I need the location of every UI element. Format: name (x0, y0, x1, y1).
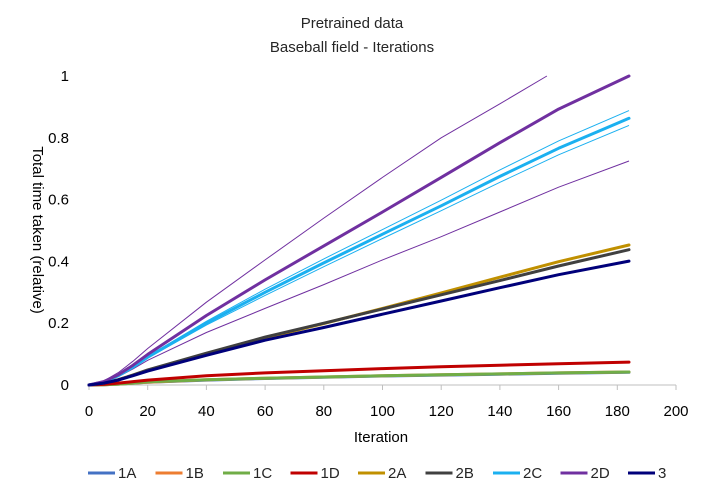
x-tick-label: 80 (315, 403, 332, 420)
legend-label: 2A (388, 465, 406, 482)
x-tick-label: 140 (487, 403, 512, 420)
legend-item-2c: 2C (493, 465, 542, 482)
series-line-1d (87, 360, 631, 387)
legend-item-2b: 2B (425, 465, 474, 482)
legend-item-1b: 1B (155, 465, 204, 482)
legend-label: 1A (118, 465, 136, 482)
y-tick-label: 0.8 (48, 130, 69, 147)
legend-label: 1C (253, 465, 272, 482)
legend-label: 2D (591, 465, 610, 482)
y-tick-label: 0 (61, 377, 69, 394)
legend-label: 2C (523, 465, 542, 482)
x-axis-tick-marks (88, 385, 677, 390)
legend-item-2d: 2D (560, 465, 610, 482)
x-tick-label: 120 (429, 403, 454, 420)
legend-item-3: 3 (628, 465, 666, 482)
y-axis-title: Total time taken (relative) (29, 146, 46, 314)
legend-label: 2B (456, 465, 474, 482)
envelope-line (88, 75, 548, 386)
y-tick-label: 0.6 (48, 192, 69, 209)
chart-title: Pretrained data (301, 15, 404, 32)
legend-item-1c: 1C (223, 465, 272, 482)
x-axis-ticks: 0 20 40 60 80 100 120 140 160 180 200 (85, 403, 689, 420)
legend-item-2a: 2A (358, 465, 406, 482)
series-line-2d (87, 74, 631, 387)
legend-label: 1D (321, 465, 340, 482)
envelope-line (88, 124, 630, 386)
y-tick-label: 0.2 (48, 315, 69, 332)
y-tick-label: 1 (61, 68, 69, 85)
chart-subtitle: Baseball field - Iterations (270, 39, 434, 56)
x-tick-label: 200 (663, 403, 688, 420)
series-line-3 (87, 259, 631, 387)
series-lines (87, 74, 631, 387)
x-tick-label: 160 (546, 403, 571, 420)
x-tick-label: 20 (139, 403, 156, 420)
x-tick-label: 100 (370, 403, 395, 420)
x-tick-label: 40 (198, 403, 215, 420)
x-tick-label: 0 (85, 403, 93, 420)
legend-item-1a: 1A (88, 465, 136, 482)
x-tick-label: 180 (605, 403, 630, 420)
legend: 1A 1B 1C 1D 2A 2B 2C 2D 3 (88, 465, 666, 482)
legend-label: 1B (186, 465, 204, 482)
x-axis-title: Iteration (354, 429, 408, 446)
y-axis-ticks: 0 0.2 0.4 0.6 0.8 1 (48, 68, 69, 394)
y-tick-label: 0.4 (48, 253, 69, 270)
legend-item-1d: 1D (290, 465, 340, 482)
series-line-2c (87, 116, 631, 387)
legend-label: 3 (658, 465, 666, 482)
x-tick-label: 60 (257, 403, 274, 420)
envelope-line (88, 160, 630, 386)
